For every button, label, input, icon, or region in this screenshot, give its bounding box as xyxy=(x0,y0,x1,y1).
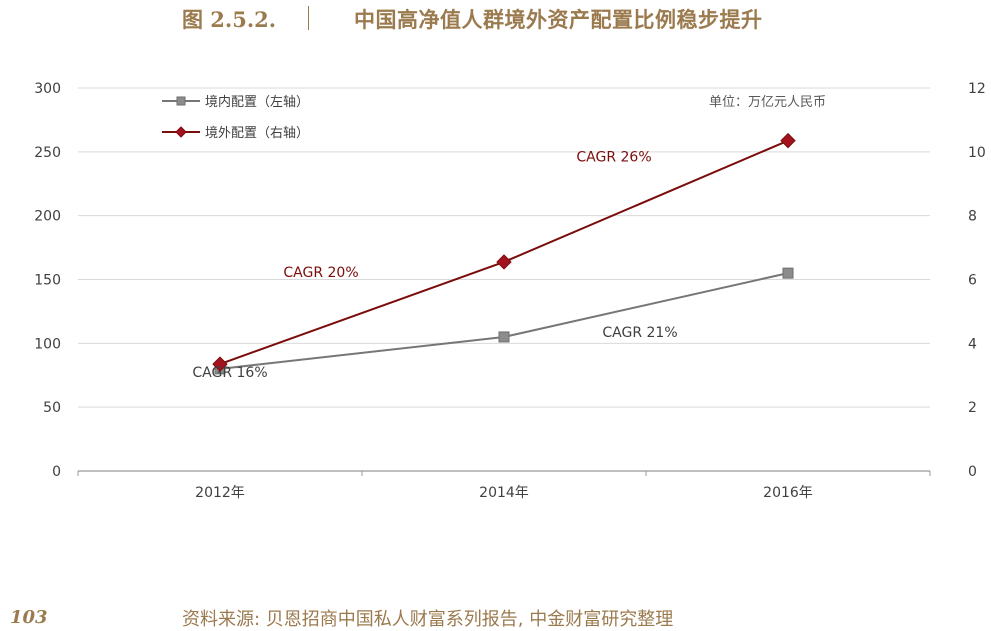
right-tick-label: 0 xyxy=(968,464,977,480)
title-separator xyxy=(308,6,309,30)
legend-marker-diamond xyxy=(175,126,187,138)
left-tick-label: 100 xyxy=(34,336,61,352)
left-tick-label: 300 xyxy=(34,81,61,97)
legend-label: 境内配置（左轴） xyxy=(205,94,309,110)
right-axis-ticks: 0 2 4 6 8 10 12 xyxy=(968,81,986,480)
left-axis-ticks: 0 50 100 150 200 250 300 xyxy=(34,81,61,480)
data-point-overseas xyxy=(780,132,796,149)
page-number: 103 xyxy=(10,607,48,628)
series-lines xyxy=(212,132,796,375)
cagr-label: CAGR 26% xyxy=(576,149,651,165)
data-point-domestic xyxy=(498,331,510,343)
right-tick-label: 4 xyxy=(968,336,977,352)
cagr-label: CAGR 16% xyxy=(192,365,267,381)
gridlines xyxy=(78,87,930,408)
unit-note: 单位：万亿元人民币 xyxy=(709,95,826,110)
left-tick-label: 150 xyxy=(34,273,61,289)
left-tick-label: 200 xyxy=(34,209,61,225)
x-tick-label: 2014年 xyxy=(479,485,529,501)
left-tick-label: 50 xyxy=(43,400,61,416)
legend-marker-square xyxy=(176,96,186,106)
legend-label: 境外配置（右轴） xyxy=(205,126,309,141)
axes xyxy=(77,470,931,476)
source-note: 资料来源: 贝恩招商中国私人财富系列报告, 中金财富研究整理 xyxy=(182,609,674,630)
right-tick-label: 12 xyxy=(968,81,986,97)
series-line-overseas xyxy=(219,139,789,366)
x-axis-ticks: 2012年 2014年 2016年 xyxy=(195,485,813,501)
data-point-domestic xyxy=(782,267,794,279)
right-tick-label: 8 xyxy=(968,209,977,225)
x-tick-label: 2016年 xyxy=(763,485,813,501)
x-tick-label: 2012年 xyxy=(195,485,245,501)
left-tick-label: 250 xyxy=(34,145,61,161)
right-tick-label: 6 xyxy=(968,273,977,289)
data-point-overseas xyxy=(212,356,228,372)
cagr-annotations: CAGR 16% CAGR 21% CAGR 20% CAGR 26% xyxy=(192,149,677,381)
data-point-overseas xyxy=(496,254,512,270)
right-tick-label: 10 xyxy=(968,145,986,161)
figure-title: 中国高净值人群境外资产配置比例稳步提升 xyxy=(354,7,763,32)
cagr-label: CAGR 21% xyxy=(602,325,677,341)
figure-number: 图 2.5.2. xyxy=(182,7,277,32)
series-line-domestic xyxy=(219,272,789,370)
legend: 境内配置（左轴） 境外配置（右轴） xyxy=(162,94,309,141)
cagr-label: CAGR 20% xyxy=(283,265,358,281)
right-tick-label: 2 xyxy=(968,400,977,416)
left-tick-label: 0 xyxy=(52,464,61,480)
